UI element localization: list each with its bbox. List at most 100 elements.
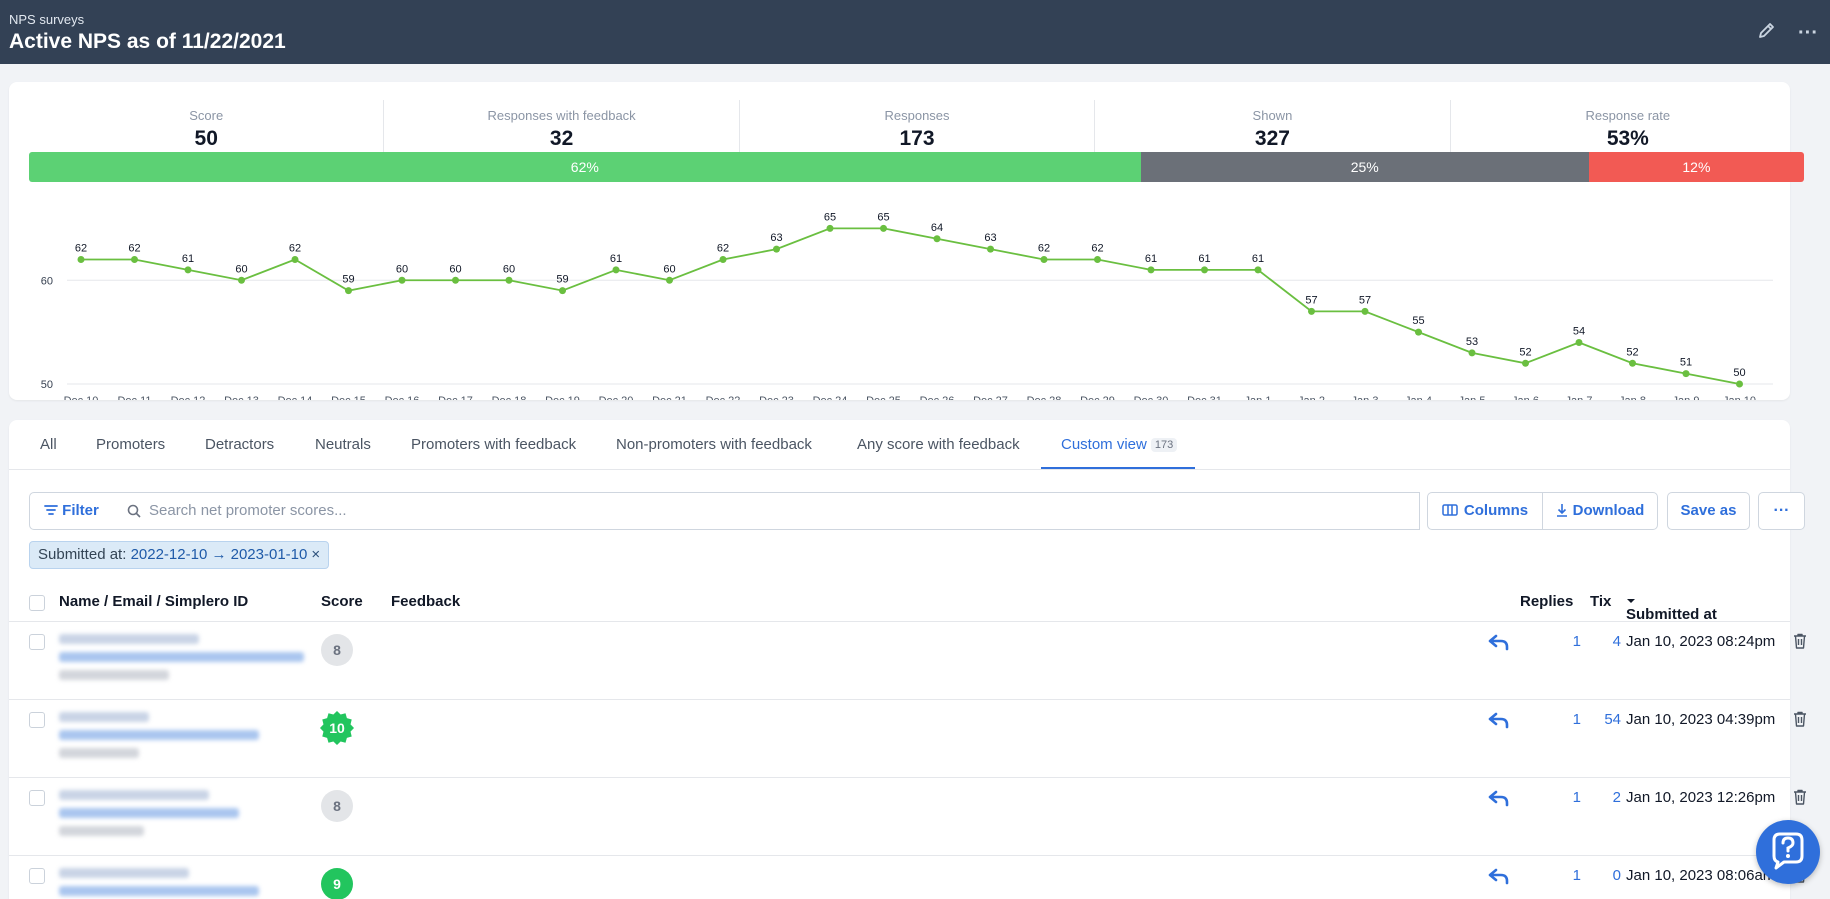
data-point[interactable]: [880, 224, 887, 232]
replies-count[interactable]: 1: [1572, 711, 1581, 728]
tab-any-score-with-feedback[interactable]: Any score with feedback: [857, 436, 1020, 453]
redacted-contact-text[interactable]: [59, 886, 259, 896]
col-score-header[interactable]: Score: [321, 593, 363, 610]
row-checkbox[interactable]: [29, 868, 45, 884]
data-point[interactable]: [1575, 339, 1583, 346]
replies-count[interactable]: 1: [1572, 633, 1581, 650]
trash-icon[interactable]: [1793, 711, 1807, 727]
tab-label: Promoters: [96, 436, 166, 453]
redacted-contact-text[interactable]: [59, 712, 149, 722]
data-point[interactable]: [1094, 256, 1101, 263]
data-label: 62: [717, 243, 729, 255]
redacted-contact-text[interactable]: [59, 868, 189, 878]
redacted-contact-text[interactable]: [59, 790, 209, 800]
more-actions-button[interactable]: ···: [1758, 492, 1805, 530]
ellipsis-icon[interactable]: ···: [1798, 22, 1818, 44]
row-checkbox[interactable]: [29, 634, 45, 650]
tix-count[interactable]: 4: [1612, 633, 1621, 650]
help-button[interactable]: [1756, 820, 1820, 884]
data-point[interactable]: [1201, 266, 1208, 274]
redacted-contact-text[interactable]: [59, 808, 239, 818]
tix-count[interactable]: 0: [1612, 867, 1621, 884]
distribution-segment[interactable]: 12%: [1588, 152, 1804, 182]
reply-icon[interactable]: [1488, 710, 1510, 730]
data-point[interactable]: [184, 266, 192, 274]
reply-icon[interactable]: [1488, 632, 1510, 652]
table-row[interactable]: 8 1 4 Jan 10, 2023 08:24pm: [9, 622, 1806, 700]
tab-non-promoters-with-feedback[interactable]: Non-promoters with feedback: [616, 436, 812, 453]
data-point[interactable]: [345, 287, 352, 295]
col-replies-header[interactable]: Replies: [1520, 593, 1574, 610]
data-point[interactable]: [1040, 256, 1048, 263]
x-tick-label: Dec 29: [1080, 395, 1115, 400]
data-point[interactable]: [826, 224, 834, 232]
tab-detractors[interactable]: Detractors: [205, 436, 274, 453]
col-tix-header[interactable]: Tix: [1590, 593, 1612, 610]
reply-icon[interactable]: [1488, 788, 1510, 808]
tix-count[interactable]: 2: [1612, 789, 1621, 806]
pencil-icon[interactable]: [1754, 20, 1780, 46]
data-point[interactable]: [719, 256, 727, 263]
columns-button[interactable]: Columns: [1427, 492, 1543, 530]
tab-neutrals[interactable]: Neutrals: [315, 436, 371, 453]
data-point[interactable]: [238, 276, 245, 284]
redacted-contact-text[interactable]: [59, 748, 139, 758]
reply-icon[interactable]: [1488, 866, 1510, 886]
trash-icon[interactable]: [1793, 789, 1807, 805]
col-name-header[interactable]: Name / Email / Simplero ID: [59, 593, 249, 610]
data-point[interactable]: [1629, 359, 1636, 367]
tab-promoters-with-feedback[interactable]: Promoters with feedback: [411, 436, 576, 453]
replies-count[interactable]: 1: [1572, 789, 1581, 806]
data-point[interactable]: [612, 266, 620, 274]
data-point[interactable]: [1522, 359, 1529, 367]
redacted-contact-text[interactable]: [59, 730, 259, 740]
redacted-contact-text[interactable]: [59, 826, 144, 836]
data-point[interactable]: [987, 245, 994, 253]
col-feedback-header[interactable]: Feedback: [391, 593, 461, 610]
data-point[interactable]: [1361, 307, 1369, 315]
redacted-contact-text[interactable]: [59, 652, 304, 662]
data-point[interactable]: [1415, 328, 1422, 336]
tix-count[interactable]: 54: [1604, 711, 1621, 728]
row-checkbox[interactable]: [29, 790, 45, 806]
data-point[interactable]: [933, 235, 941, 243]
replies-count[interactable]: 1: [1572, 867, 1581, 884]
col-submitted-header[interactable]: Submitted at: [1626, 593, 1717, 623]
data-label: 62: [1038, 243, 1050, 255]
data-point[interactable]: [559, 287, 566, 295]
data-point[interactable]: [398, 276, 406, 284]
row-checkbox[interactable]: [29, 712, 45, 728]
breadcrumb[interactable]: NPS surveys: [9, 12, 85, 27]
table-row[interactable]: 8 1 2 Jan 10, 2023 12:26pm: [9, 778, 1806, 856]
redacted-contact-text[interactable]: [59, 670, 169, 680]
distribution-segment[interactable]: 62%: [29, 152, 1141, 182]
save-as-button[interactable]: Save as: [1667, 492, 1750, 530]
data-point[interactable]: [773, 245, 780, 253]
data-point[interactable]: [77, 256, 85, 263]
data-point[interactable]: [452, 276, 459, 284]
data-point[interactable]: [1254, 266, 1262, 274]
data-point[interactable]: [505, 276, 513, 284]
data-point[interactable]: [1736, 380, 1743, 388]
redacted-contact-text[interactable]: [59, 634, 199, 644]
tab-all[interactable]: All: [40, 436, 57, 453]
tab-promoters[interactable]: Promoters: [96, 436, 165, 453]
table-row[interactable]: 10 1 54 Jan 10, 2023 04:39pm: [9, 700, 1806, 778]
distribution-segment[interactable]: 25%: [1140, 152, 1589, 182]
data-point[interactable]: [131, 256, 138, 263]
table-row[interactable]: 9 1 0 Jan 10, 2023 08:06am: [9, 856, 1806, 899]
filter-button[interactable]: Filter: [29, 492, 114, 530]
data-point[interactable]: [1308, 307, 1315, 315]
data-point[interactable]: [1468, 349, 1476, 357]
tab-custom-view[interactable]: Custom view 173: [1061, 436, 1178, 453]
trash-icon[interactable]: [1793, 633, 1807, 649]
data-label: 52: [1519, 346, 1531, 358]
select-all-checkbox[interactable]: [29, 595, 45, 611]
data-point[interactable]: [291, 256, 299, 263]
search-input[interactable]: [149, 502, 1349, 519]
data-point[interactable]: [666, 276, 673, 284]
download-button[interactable]: Download: [1542, 492, 1658, 530]
remove-filter-icon[interactable]: ×: [311, 546, 321, 563]
data-point[interactable]: [1682, 370, 1690, 378]
data-point[interactable]: [1147, 266, 1155, 274]
